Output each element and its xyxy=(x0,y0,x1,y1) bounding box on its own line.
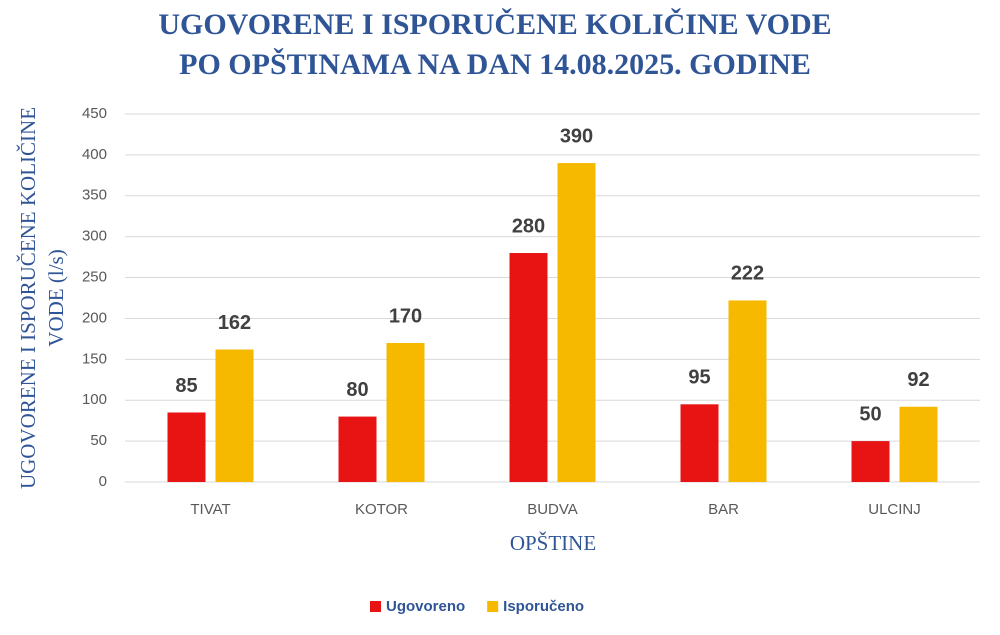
x-tick-label: ULCINJ xyxy=(868,501,921,518)
bar xyxy=(167,412,206,482)
bar xyxy=(728,300,767,482)
y-axis-label: VODE (l/s) xyxy=(44,249,68,346)
bar xyxy=(215,349,254,482)
y-tick-label: 450 xyxy=(82,105,107,122)
y-tick-label: 250 xyxy=(82,269,107,286)
bar xyxy=(899,406,938,482)
data-label: 390 xyxy=(560,125,593,147)
data-label: 222 xyxy=(731,263,764,285)
data-label: 50 xyxy=(859,403,881,425)
y-axis-label: UGOVORENE I ISPORUČENE KOLIČINE xyxy=(16,107,40,489)
data-label: 80 xyxy=(346,379,368,401)
data-label: 92 xyxy=(907,369,929,391)
data-label: 85 xyxy=(175,375,197,397)
x-tick-label: KOTOR xyxy=(355,501,408,518)
chart-title: PO OPŠTINAMA NA DAN 14.08.2025. GODINE xyxy=(179,48,811,81)
y-tick-label: 50 xyxy=(90,432,107,449)
legend-label: Ugovoreno xyxy=(386,598,465,615)
y-tick-label: 300 xyxy=(82,228,107,245)
y-tick-label: 150 xyxy=(82,350,107,367)
x-tick-label: TIVAT xyxy=(190,501,230,518)
legend-swatch xyxy=(487,601,499,612)
chart-title: UGOVORENE I ISPORUČENE KOLIČINE VODE xyxy=(158,8,831,41)
x-axis-label: OPŠTINE xyxy=(510,531,596,555)
data-label: 95 xyxy=(688,367,710,389)
bar xyxy=(557,163,596,483)
legend-swatch xyxy=(370,601,381,612)
x-tick-label: BAR xyxy=(708,501,739,518)
y-tick-label: 200 xyxy=(82,309,107,326)
bar xyxy=(680,404,719,482)
y-tick-label: 350 xyxy=(82,187,107,204)
data-label: 280 xyxy=(512,215,545,237)
data-label: 170 xyxy=(389,305,422,327)
x-tick-label: BUDVA xyxy=(527,501,578,518)
bar xyxy=(338,416,377,482)
y-tick-label: 100 xyxy=(82,391,107,408)
legend-label: Isporučeno xyxy=(503,598,584,615)
bar xyxy=(851,441,890,482)
y-tick-label: 0 xyxy=(99,473,107,490)
bar xyxy=(386,342,425,482)
bar xyxy=(509,253,548,482)
data-label: 162 xyxy=(218,312,251,334)
y-tick-label: 400 xyxy=(82,146,107,163)
